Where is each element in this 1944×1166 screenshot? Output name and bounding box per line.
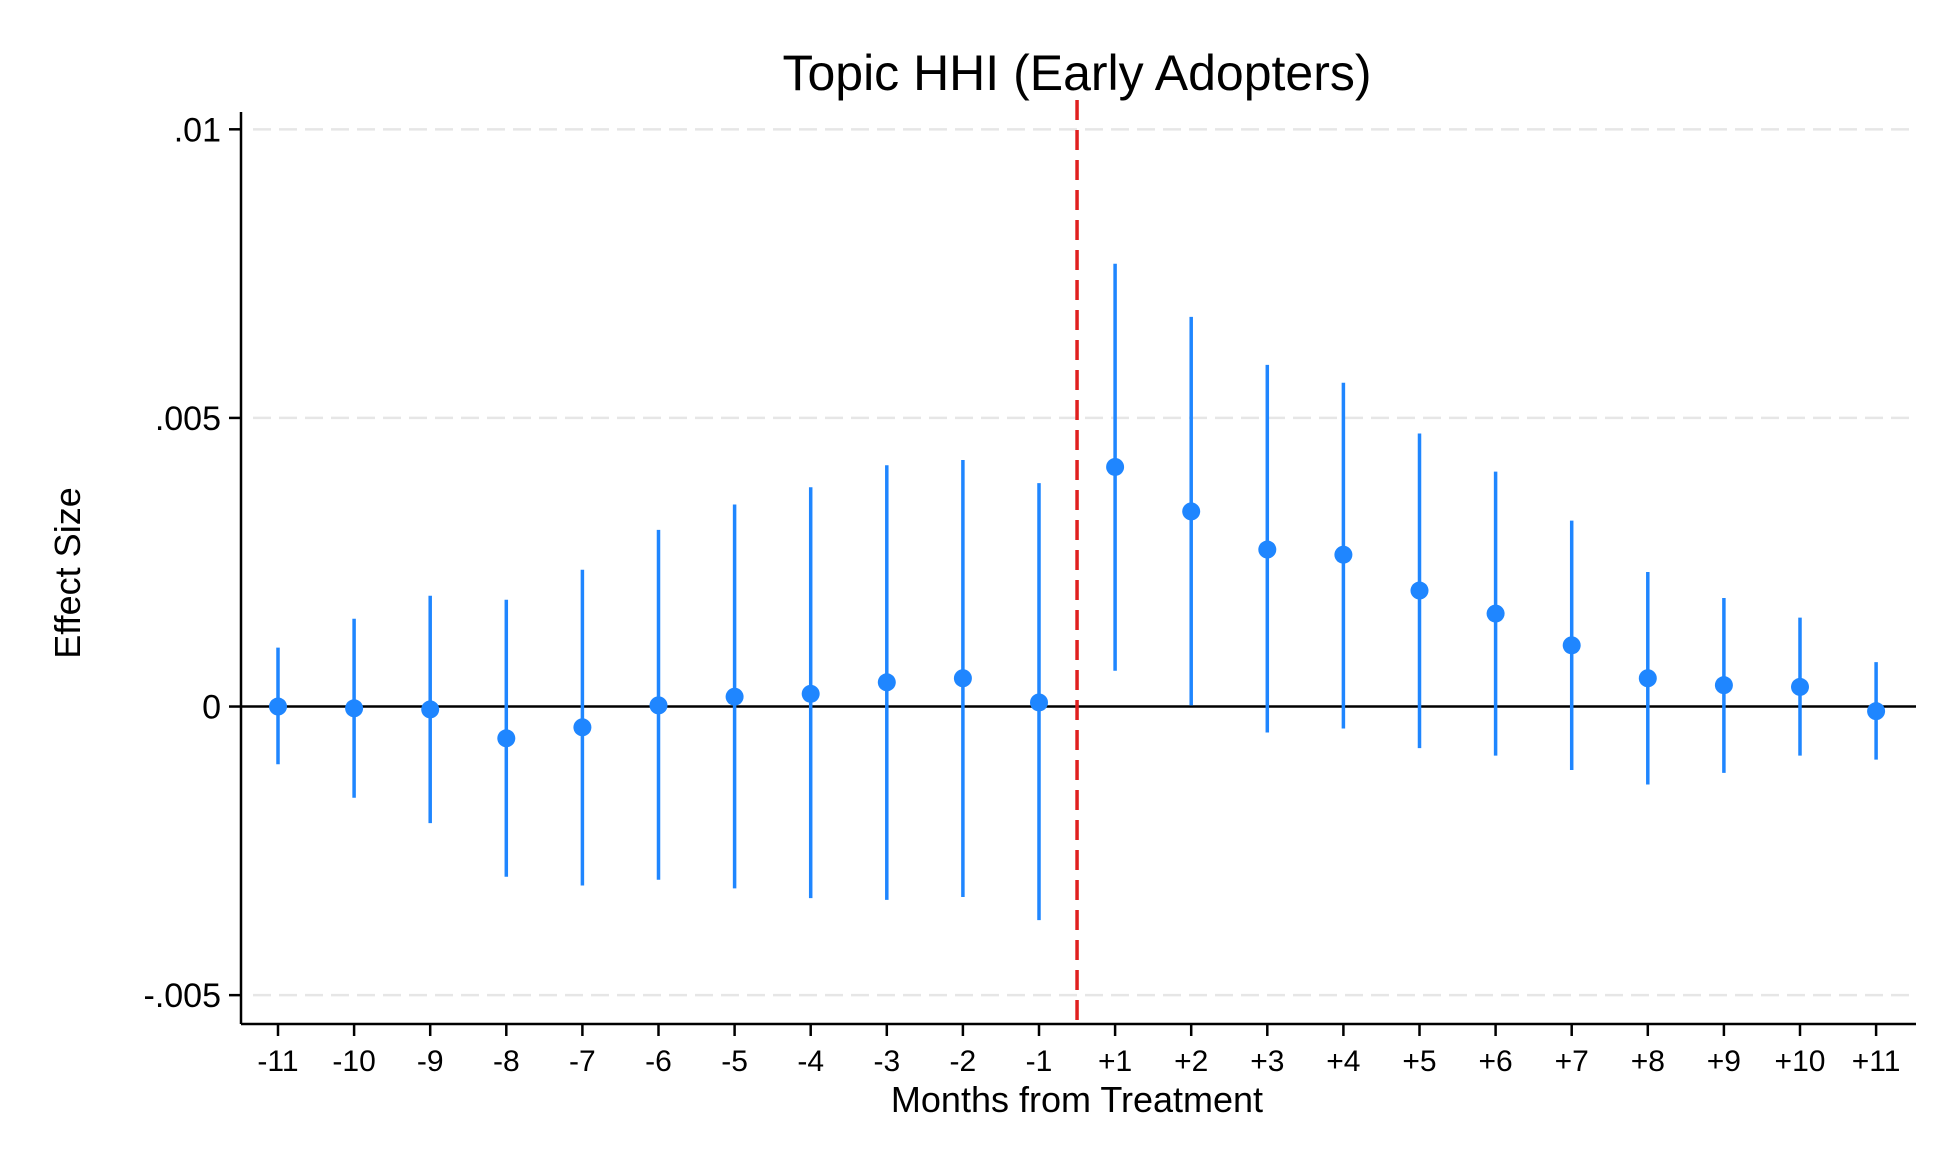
point-estimate bbox=[1791, 677, 1809, 696]
x-tick-label: -3 bbox=[873, 1045, 900, 1078]
x-tick-label: +7 bbox=[1555, 1045, 1589, 1078]
x-tick-label: -9 bbox=[417, 1045, 444, 1078]
point-estimate bbox=[345, 699, 364, 718]
point-estimate bbox=[953, 669, 972, 688]
x-tick-label: -4 bbox=[797, 1045, 824, 1078]
x-axis-title: Months from Treatment bbox=[891, 1079, 1263, 1120]
point-estimate bbox=[801, 684, 820, 703]
point-estimate bbox=[497, 729, 516, 748]
x-tick-label: +5 bbox=[1402, 1045, 1436, 1078]
point-estimate bbox=[1106, 457, 1125, 476]
y-tick-label: 0 bbox=[202, 689, 221, 727]
y-tick-label: .01 bbox=[174, 111, 221, 149]
x-tick-label: -2 bbox=[950, 1045, 977, 1078]
point-estimate bbox=[269, 697, 287, 716]
y-tick-label: -.005 bbox=[144, 977, 222, 1015]
x-tick-label: +1 bbox=[1098, 1045, 1132, 1078]
x-tick-label: -6 bbox=[645, 1045, 672, 1078]
x-tick-label: +4 bbox=[1326, 1045, 1360, 1078]
point-estimate bbox=[1562, 636, 1581, 655]
x-tick-label: +6 bbox=[1478, 1045, 1512, 1078]
x-tick-label: -8 bbox=[493, 1045, 520, 1078]
x-tick-label: +11 bbox=[1852, 1045, 1901, 1078]
x-tick-label: +2 bbox=[1174, 1045, 1208, 1078]
point-estimate bbox=[1638, 669, 1657, 688]
x-tick-label: +10 bbox=[1775, 1045, 1826, 1078]
point-estimate bbox=[1486, 604, 1505, 623]
x-tick-label: -11 bbox=[257, 1045, 298, 1078]
x-tick-label: +8 bbox=[1631, 1045, 1665, 1078]
x-tick-label: -7 bbox=[569, 1045, 596, 1078]
data-series bbox=[269, 263, 1886, 921]
point-estimate bbox=[1030, 693, 1048, 712]
x-tick-label: -1 bbox=[1026, 1045, 1053, 1078]
point-estimate bbox=[573, 718, 592, 737]
point-estimate bbox=[1334, 545, 1353, 564]
point-estimate bbox=[877, 673, 896, 692]
gridlines bbox=[253, 128, 1916, 997]
x-tick-label: +9 bbox=[1707, 1045, 1741, 1078]
point-estimate bbox=[1410, 581, 1429, 600]
tick-labels: .01 .005 0 -.005 -11 -10 -9 -8 -7 -6 -5 -4 -3 -2 -1 +1 +… bbox=[144, 111, 1901, 1078]
point-estimate bbox=[1182, 502, 1201, 521]
chart-title: Topic HHI (Early Adopters) bbox=[782, 45, 1371, 101]
y-tick-label: .005 bbox=[155, 400, 221, 438]
y-axis-title: Effect Size bbox=[47, 487, 88, 658]
point-estimate bbox=[649, 696, 668, 715]
x-tick-label: -5 bbox=[721, 1045, 748, 1078]
point-estimate bbox=[1714, 676, 1733, 695]
point-estimate bbox=[1258, 540, 1277, 559]
axes bbox=[229, 100, 1916, 1036]
point-estimate bbox=[1867, 702, 1886, 721]
point-estimate bbox=[725, 687, 744, 706]
x-tick-label: +3 bbox=[1250, 1045, 1284, 1078]
x-tick-label: -10 bbox=[332, 1045, 375, 1078]
point-estimate bbox=[421, 700, 440, 719]
